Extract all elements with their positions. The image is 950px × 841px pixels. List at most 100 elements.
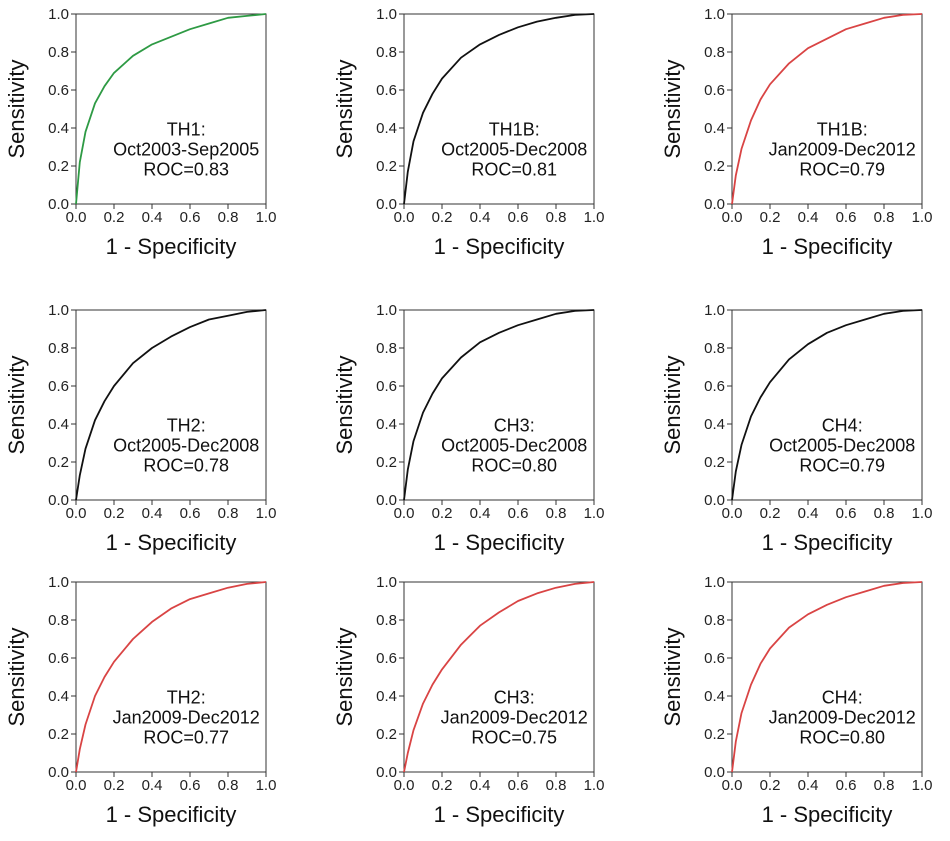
roc-annotation-line: Oct2005-Dec2008 (113, 436, 259, 456)
x-tick-label: 0.4 (142, 777, 163, 794)
roc-curve-line (75, 309, 267, 501)
x-tick-label: 0.0 (66, 505, 87, 522)
y-tick-label: 1.0 (376, 6, 397, 23)
x-tick-label: 0.0 (722, 209, 743, 226)
roc-annotation-line: ROC=0.78 (143, 456, 229, 476)
y-tick-label: 0.8 (704, 44, 725, 61)
x-axis-title: 1 - Specificity (106, 802, 237, 827)
roc-annotation-line: Oct2005-Dec2008 (441, 436, 587, 456)
x-axis-title: 1 - Specificity (762, 802, 893, 827)
x-axis-title: 1 - Specificity (434, 234, 565, 259)
y-tick-label: 0.6 (48, 378, 69, 395)
y-tick-label: 0.2 (376, 158, 397, 175)
x-tick-label: 0.6 (180, 209, 201, 226)
y-tick-label: 0.0 (704, 764, 725, 781)
x-tick-label: 0.8 (218, 777, 239, 794)
x-tick-label: 0.8 (874, 209, 895, 226)
y-axis-title: Sensitivity (660, 627, 685, 726)
roc-panel-6: 0.0 0.2 0.4 0.6 0.8 1.0 0.0 0.2 0.4 0.6 0.8 1.0 1 - … (660, 302, 932, 555)
y-tick-label: 0.0 (376, 492, 397, 509)
x-tick-label: 0.6 (180, 505, 201, 522)
y-axis-title: Sensitivity (332, 355, 357, 454)
x-tick-label: 0.4 (470, 777, 491, 794)
y-tick-label: 0.4 (376, 120, 397, 137)
x-tick-label: 0.4 (470, 209, 491, 226)
y-tick-label: 1.0 (704, 302, 725, 319)
roc-curve-line (75, 13, 267, 205)
y-tick-label: 0.8 (376, 612, 397, 629)
roc-annotation-line: Oct2005-Dec2008 (441, 140, 587, 160)
y-tick-label: 0.6 (376, 378, 397, 395)
y-axis-title: Sensitivity (4, 355, 29, 454)
plot-frame (731, 309, 923, 501)
y-tick-label: 0.0 (376, 196, 397, 213)
x-tick-label: 0.2 (432, 505, 453, 522)
y-tick-label: 0.8 (376, 44, 397, 61)
x-tick-label: 0.4 (142, 505, 163, 522)
x-tick-label: 0.6 (836, 505, 857, 522)
roc-curve-line (403, 309, 595, 501)
y-axis-title: Sensitivity (332, 627, 357, 726)
y-tick-label: 0.4 (48, 416, 69, 433)
y-tick-label: 0.8 (48, 612, 69, 629)
x-tick-label: 0.4 (142, 209, 163, 226)
x-axis-title: 1 - Specificity (434, 530, 565, 555)
y-tick-label: 1.0 (48, 6, 69, 23)
y-tick-label: 0.2 (48, 158, 69, 175)
x-tick-label: 1.0 (256, 209, 277, 226)
x-tick-label: 0.6 (508, 777, 529, 794)
roc-annotation-line: ROC=0.80 (799, 728, 885, 748)
y-tick-label: 0.8 (376, 340, 397, 357)
y-tick-label: 1.0 (376, 302, 397, 319)
y-tick-label: 0.0 (48, 196, 69, 213)
roc-panel-4: 0.0 0.2 0.4 0.6 0.8 1.0 0.0 0.2 0.4 0.6 0.8 1.0 1 - … (4, 302, 276, 555)
x-axis-title: 1 - Specificity (106, 234, 237, 259)
roc-panel-5: 0.0 0.2 0.4 0.6 0.8 1.0 0.0 0.2 0.4 0.6 0.8 1.0 1 - … (332, 302, 604, 555)
y-tick-label: 0.6 (48, 82, 69, 99)
roc-curve-line (403, 581, 595, 773)
x-tick-label: 1.0 (256, 505, 277, 522)
plot-frame (731, 581, 923, 773)
y-tick-label: 0.4 (376, 416, 397, 433)
roc-annotation-line: CH4: (822, 416, 863, 436)
roc-curve-line (731, 581, 923, 773)
roc-annotation-line: CH3: (494, 688, 535, 708)
plot-frame (75, 13, 267, 205)
x-tick-label: 1.0 (584, 209, 605, 226)
roc-panel-1: 0.0 0.2 0.4 0.6 0.8 1.0 0.0 0.2 0.4 0.6 0.8 1.0 1 - … (4, 6, 276, 259)
y-axis-title: Sensitivity (332, 59, 357, 158)
y-axis-title: Sensitivity (4, 59, 29, 158)
roc-annotation-line: ROC=0.79 (799, 160, 885, 180)
y-tick-label: 0.2 (704, 454, 725, 471)
y-tick-label: 0.4 (704, 120, 725, 137)
x-tick-label: 0.8 (546, 777, 567, 794)
x-tick-label: 1.0 (912, 505, 933, 522)
y-tick-label: 0.2 (704, 726, 725, 743)
roc-curve-line (731, 309, 923, 501)
x-tick-label: 0.4 (798, 777, 819, 794)
plot-frame (403, 13, 595, 205)
x-tick-label: 1.0 (256, 777, 277, 794)
x-tick-label: 0.8 (874, 505, 895, 522)
y-tick-label: 1.0 (704, 6, 725, 23)
x-tick-label: 0.2 (760, 209, 781, 226)
x-tick-label: 0.0 (722, 777, 743, 794)
roc-panel-8: 0.0 0.2 0.4 0.6 0.8 1.0 0.0 0.2 0.4 0.6 0.8 1.0 1 - … (332, 574, 604, 827)
y-tick-label: 0.6 (48, 650, 69, 667)
y-tick-label: 0.0 (48, 764, 69, 781)
y-tick-label: 0.0 (704, 492, 725, 509)
x-tick-label: 0.8 (546, 209, 567, 226)
plot-frame (731, 13, 923, 205)
roc-annotation-line: ROC=0.79 (799, 456, 885, 476)
y-tick-label: 0.2 (376, 726, 397, 743)
x-tick-label: 0.2 (760, 505, 781, 522)
roc-annotation-line: ROC=0.80 (471, 456, 557, 476)
y-tick-label: 0.4 (704, 416, 725, 433)
x-tick-label: 0.4 (798, 505, 819, 522)
x-tick-label: 0.2 (432, 777, 453, 794)
roc-panel-3: 0.0 0.2 0.4 0.6 0.8 1.0 0.0 0.2 0.4 0.6 0.8 1.0 1 - … (660, 6, 932, 259)
roc-annotation-line: ROC=0.75 (471, 728, 557, 748)
roc-annotation-line: TH1B: (817, 120, 868, 140)
x-tick-label: 0.8 (546, 505, 567, 522)
x-tick-label: 1.0 (912, 777, 933, 794)
